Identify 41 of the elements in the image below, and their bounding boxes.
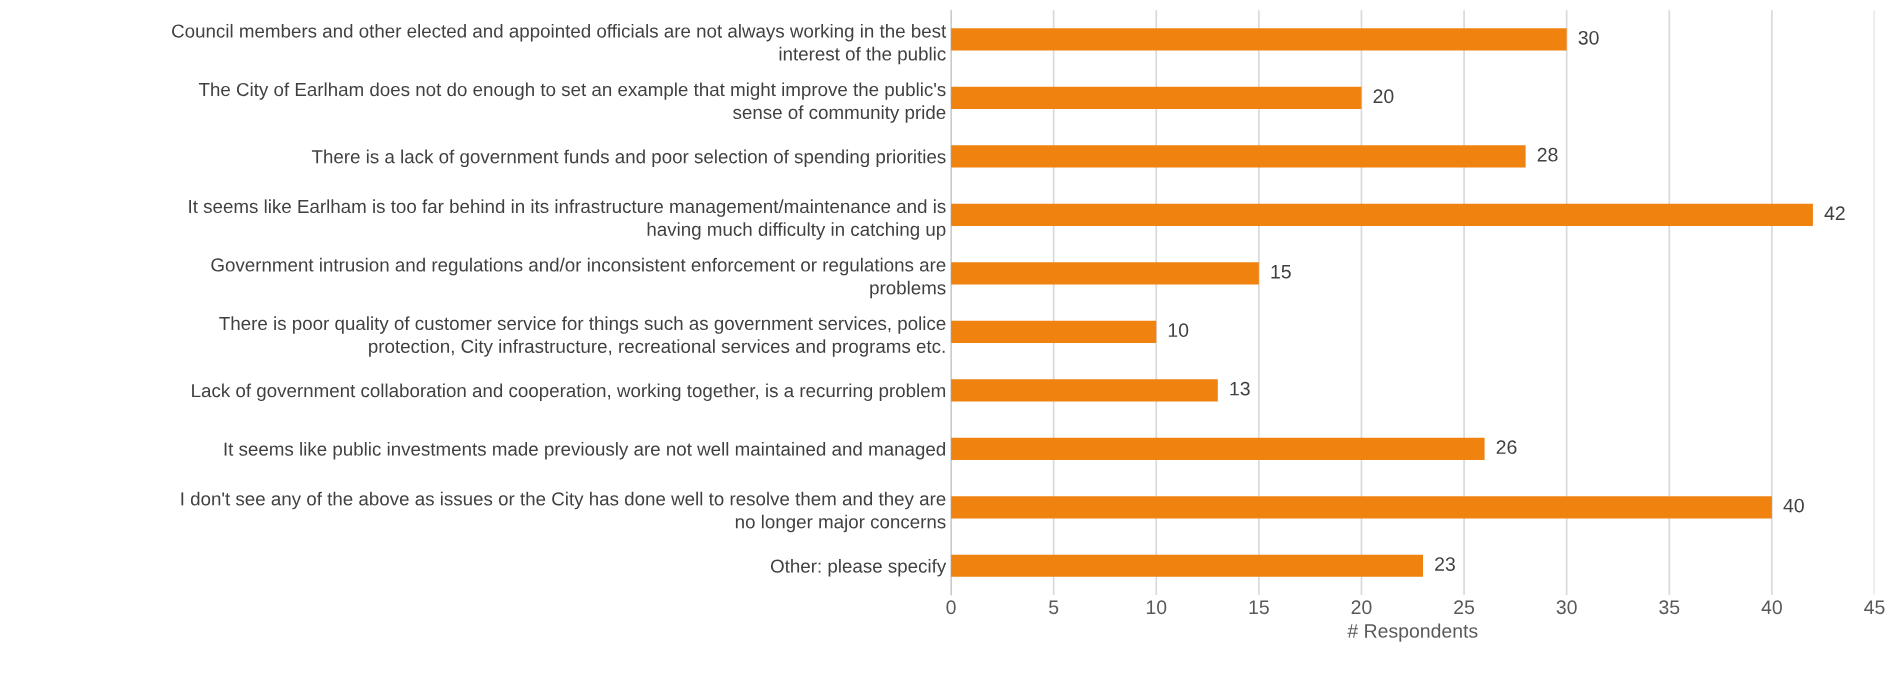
y-tick-label: I don't see any of the above as issues or the City has done well to resolve them and they are no longer major concerns xyxy=(181,491,946,533)
x-tick-label: 45 xyxy=(1864,600,1885,615)
x-tick-label: 30 xyxy=(1556,600,1577,615)
data-label: 23 xyxy=(1435,557,1455,571)
data-label: 30 xyxy=(1578,30,1599,45)
data-label: 26 xyxy=(1496,440,1517,455)
bar xyxy=(951,379,1218,402)
x-tick-label: 25 xyxy=(1454,600,1475,615)
x-tick-label: 15 xyxy=(1249,600,1269,615)
y-tick-label: Other: please specify xyxy=(770,558,947,577)
x-tick-label: 0 xyxy=(946,600,956,615)
y-tick-label: It seems like public investments made previously are not well maintained and managed xyxy=(224,442,946,460)
y-tick-label: There is a lack of government funds and poor selection of spending priorities xyxy=(311,149,946,168)
y-tick-label: Council members and other elected and appointed officials are not always working in the best interest of the public xyxy=(172,23,947,65)
data-label: 42 xyxy=(1824,206,1845,220)
y-tick-label: The City of Earlham does not do enough to set an example that might improve the public's sense of community pride xyxy=(198,82,946,123)
bar xyxy=(951,437,1485,460)
data-label: 15 xyxy=(1271,265,1291,279)
bar xyxy=(951,262,1259,285)
x-tick-label: 5 xyxy=(1049,600,1059,615)
y-tick-label: It seems like Earlham is too far behind in its infrastructure management/maintenance and is having much difficulty in catching up xyxy=(189,199,946,240)
x-tick-label: 20 xyxy=(1351,600,1372,615)
data-label: 40 xyxy=(1783,498,1804,513)
bar xyxy=(951,28,1567,51)
x-tick-label: 10 xyxy=(1146,600,1167,615)
x-tick-label: 35 xyxy=(1659,600,1680,615)
bar xyxy=(951,145,1526,168)
y-tick-label: Lack of government collaboration and cooperation, working together, is a recurring problem xyxy=(192,383,946,401)
bar xyxy=(951,203,1813,226)
bar xyxy=(951,496,1772,519)
data-label: 20 xyxy=(1373,89,1394,104)
bar xyxy=(951,86,1362,110)
bar xyxy=(951,320,1157,343)
x-tick-label: 40 xyxy=(1761,600,1782,615)
data-label: 28 xyxy=(1537,147,1558,162)
data-label: 10 xyxy=(1168,323,1189,338)
bar xyxy=(951,554,1424,577)
x-axis-title: # Respondents xyxy=(1347,623,1478,642)
y-tick-label: Government intrusion and regulations and/or inconsistent enforcement or regulations are problems xyxy=(211,257,946,299)
data-label: 13 xyxy=(1230,381,1250,396)
y-tick-label: There is poor quality of customer service for things such as government services, police protection, City infrastructure, recreational services and programs etc. xyxy=(219,316,946,357)
